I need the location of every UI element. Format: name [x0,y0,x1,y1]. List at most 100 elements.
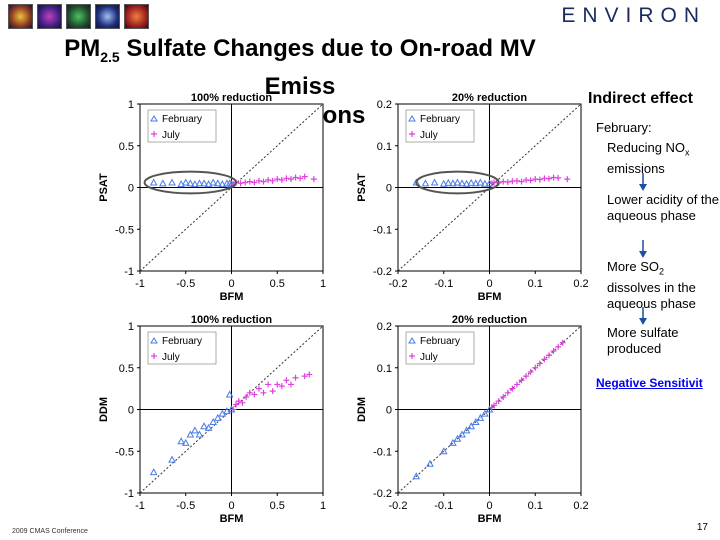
y-tick-label: 0.5 [119,363,134,375]
data-point-july [495,398,502,405]
y-tick-label: 0.2 [377,321,392,333]
data-point-july [292,174,299,181]
legend-label-july: July [420,130,438,141]
step-so2-dissolves: More SO2 dissolves in the aqueous phase [607,259,720,312]
title-subscript: 2.5 [100,48,120,65]
data-point-july [246,178,253,185]
data-point-february [218,180,227,188]
x-tick-label: 0.2 [573,500,588,512]
legend-label-february: February [162,336,202,347]
data-point-february [209,178,218,186]
y-tick-label: 1 [128,99,134,111]
data-point-july [545,175,552,182]
y-tick-label: -0.1 [373,224,392,236]
chart-ddm-100: -1 -0.5 0 0.5 1 -1 -0.5 0 0.5 1 100% reduction BFM D… [98,314,326,525]
y-tick-label: 0.1 [377,363,392,375]
x-tick-label: 0 [486,500,492,512]
data-point-february [181,178,190,186]
data-point-july [518,178,525,185]
data-point-july [243,393,250,400]
data-point-july [301,173,308,180]
data-point-july [555,343,562,350]
data-point-february [168,178,176,186]
data-point-february [476,178,485,186]
title-main: PM [64,35,101,62]
data-point-july [297,175,304,182]
y-tick-label: 0 [128,183,134,195]
data-point-february [200,422,208,430]
data-point-july [274,176,281,183]
sidebar-month: February: [596,120,652,135]
chart-ddm-20: -0.2 -0.1 0 0.1 0.2 -0.2 -0.1 0 0.1 0.2 20% reduct… [356,314,589,525]
data-point-july [292,374,299,381]
data-point-february [195,430,204,438]
data-point-february [149,178,158,186]
arrow-down-icon [639,240,647,258]
x-tick-label: -0.5 [176,278,195,290]
data-point-july [491,402,498,409]
data-point-july [237,180,244,187]
legend-box [147,331,217,365]
x-axis-label: BFM [478,291,502,303]
data-point-july [255,385,262,392]
data-point-july [545,352,552,359]
x-tick-label: 0.5 [270,500,285,512]
data-point-february [225,179,234,187]
data-point-july [239,399,246,406]
legend-marker-february [150,337,158,344]
negative-sensitivity-link[interactable]: Negative Sensitivit [596,376,703,390]
y-axis-label: PSAT [356,173,368,202]
data-point-july [260,178,267,185]
x-tick-label: -0.2 [389,500,408,512]
step-more-sulfate: More sulfate produced [607,325,679,356]
step-reducing-nox: Reducing NOx emissions [607,140,720,177]
data-point-july [504,179,511,186]
data-point-july [233,401,240,408]
data-point-july [255,177,262,184]
data-point-july [527,368,534,375]
data-point-july [541,356,548,363]
title-rest: Sulfate Changes due to On-road MV Emiss [119,35,536,100]
x-tick-label: -0.2 [389,278,408,290]
x-tick-label: 0.1 [528,278,543,290]
data-point-february [186,430,195,438]
y-tick-label: -0.1 [373,446,392,458]
legend-marker-july [151,353,157,359]
chart-psat-100: -1 -0.5 0 0.5 1 -1 -0.5 0 0.5 1 100% reduction BFM P… [98,92,326,303]
data-point-february [471,179,480,187]
legend-box [405,109,475,143]
data-point-july [278,176,285,183]
chart-psat-20: -0.2 -0.1 0 0.1 0.2 -0.2 -0.1 0 0.1 0.2 20% reduct… [356,92,589,303]
data-point-february [449,179,457,187]
y-tick-label: 0.5 [119,141,134,153]
y-tick-label: 0 [386,183,392,195]
chart-title: 100% reduction [191,314,273,326]
one-to-one-line [397,325,582,494]
logo-strip [8,4,149,30]
y-tick-label: 0.1 [377,141,392,153]
step-subscript: x [685,147,690,158]
data-point-july [269,388,276,395]
chart-title: 100% reduction [191,92,273,104]
data-point-july [283,377,290,384]
data-point-february [168,455,176,463]
arrow-down-icon [639,173,647,191]
logo-satellite-icon [124,4,149,29]
data-point-july [242,179,249,186]
data-point-february [412,472,421,480]
x-tick-label: -0.1 [434,278,453,290]
legend-box [147,109,217,143]
data-point-july [274,381,281,388]
one-to-one-line [139,103,324,272]
x-axis-label: BFM [220,291,244,303]
y-axis-label: DDM [356,397,368,422]
data-point-february [177,437,186,445]
x-tick-label: 0.5 [270,278,285,290]
data-point-february [204,180,213,188]
data-point-february [462,179,471,187]
data-point-july [513,381,520,388]
data-point-february [476,413,485,421]
data-point-february [195,179,204,187]
legend-marker-february [150,115,158,122]
data-point-july [251,179,258,186]
